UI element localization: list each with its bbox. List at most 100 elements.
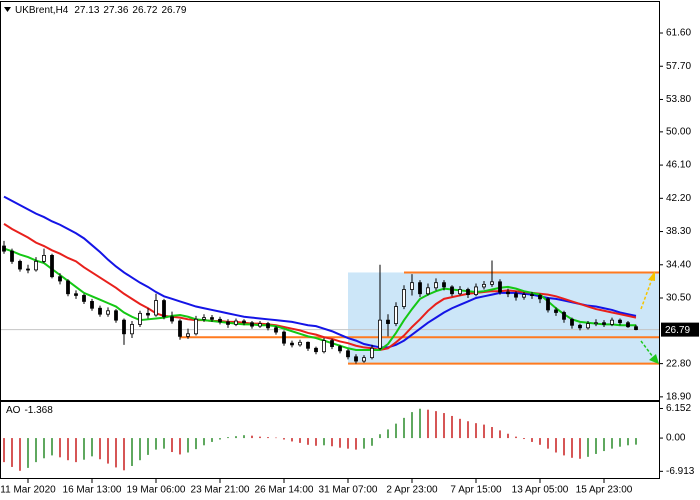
ao-bar — [603, 438, 605, 452]
ao-bar — [459, 418, 461, 439]
candle-body — [314, 347, 318, 353]
x-tick-label: 26 Mar 14:00 — [255, 485, 314, 496]
ao-bar — [195, 438, 197, 450]
dropdown-icon[interactable] — [4, 7, 11, 12]
ao-bar — [555, 438, 557, 453]
main-frame — [0, 1, 660, 401]
candle-body — [442, 282, 446, 288]
y-tick-label: 22.80 — [666, 358, 691, 369]
candle-body — [466, 289, 470, 295]
candle-body — [306, 341, 310, 349]
ao-bar — [475, 423, 477, 439]
ao-bar — [363, 438, 365, 449]
ao-bar — [171, 438, 173, 453]
down-arrow-head — [649, 354, 659, 364]
ao-bar — [27, 438, 29, 468]
down-arrow-line — [640, 340, 654, 358]
ao-y-tick-label: -6.913 — [666, 466, 695, 477]
ao-bar — [227, 437, 229, 439]
candle-body — [74, 293, 78, 296]
ao-bar — [307, 438, 309, 445]
candle-body — [66, 280, 70, 295]
candle-body — [426, 287, 430, 295]
ao-bar — [595, 438, 597, 454]
ao-bar — [355, 438, 357, 450]
candle-body — [98, 307, 102, 315]
candle-body — [10, 250, 14, 262]
candle-body — [242, 320, 246, 324]
candle-body — [266, 323, 270, 329]
ao-bar — [507, 433, 509, 439]
ao-bar — [275, 437, 277, 439]
symbol: UKBrent,H4 — [15, 5, 69, 16]
ao-bar — [523, 438, 525, 440]
open-value: 27.13 — [74, 5, 99, 16]
x-tick-label: 23 Mar 21:00 — [191, 485, 250, 496]
ao-bar — [411, 412, 413, 439]
ao-bar — [563, 438, 565, 456]
ao-bar — [219, 438, 221, 440]
y-tick-label: 34.40 — [666, 259, 691, 270]
candle-body — [162, 300, 166, 318]
candle-body — [258, 323, 262, 327]
up-arrow-line — [640, 278, 653, 310]
candle-body — [586, 323, 590, 329]
ao-bar — [99, 438, 101, 460]
ao-bar — [387, 429, 389, 439]
down-arrow — [640, 340, 659, 364]
candle-body — [90, 301, 94, 309]
x-tick-label: 11 Mar 2020 — [0, 485, 56, 496]
ao-bar — [515, 436, 517, 439]
x-tick-label: 31 Mar 07:00 — [319, 485, 378, 496]
ao-bar — [587, 438, 589, 457]
candle-body — [82, 295, 86, 302]
candle-body — [474, 286, 478, 295]
ao-bar — [419, 408, 421, 439]
y-tick-label: 18.90 — [666, 391, 691, 402]
candle-body — [170, 316, 174, 322]
candle-body — [274, 327, 278, 333]
ao-bar — [235, 436, 237, 439]
candle-body — [322, 340, 326, 353]
ao-bar — [571, 438, 573, 458]
candle-body — [154, 300, 158, 316]
candle-body — [210, 317, 214, 320]
candle-body — [346, 350, 350, 358]
candle-body — [290, 342, 294, 346]
ao-bar — [67, 438, 69, 461]
ao-y-tick-label: 6.152 — [666, 403, 691, 414]
candle-body — [146, 312, 150, 316]
candle-body — [226, 321, 230, 325]
ao-bar — [499, 430, 501, 439]
candle-body — [50, 255, 54, 278]
ao-bar — [163, 438, 165, 449]
ao-bar — [259, 436, 261, 439]
candle-body — [530, 294, 534, 296]
candle-body — [482, 283, 486, 288]
y-tick-label: 61.60 — [666, 28, 691, 39]
candle-body — [26, 268, 30, 271]
price-label-box — [661, 322, 699, 337]
candle-body — [194, 318, 198, 335]
candle-body — [626, 322, 630, 328]
candle-body — [2, 245, 6, 252]
ao-bar — [339, 438, 341, 448]
close-value: 26.79 — [161, 5, 186, 16]
x-tick-label: 15 Apr 23:00 — [576, 485, 633, 496]
x-tick-label: 13 Apr 05:00 — [512, 485, 569, 496]
ao-bar — [123, 438, 125, 471]
ao-bar — [51, 438, 53, 456]
ao-bar — [3, 438, 5, 463]
candle-body — [114, 310, 118, 321]
high-value: 27.36 — [103, 5, 128, 16]
candle-body — [450, 286, 454, 295]
ao-bar — [211, 438, 213, 442]
candle-body — [106, 310, 110, 315]
up-arrow-head — [648, 271, 655, 281]
candle-body — [58, 276, 62, 282]
ao-bar — [379, 434, 381, 439]
ao-bar — [251, 435, 253, 439]
ao-bar — [59, 438, 61, 458]
ao-bar — [539, 438, 541, 445]
